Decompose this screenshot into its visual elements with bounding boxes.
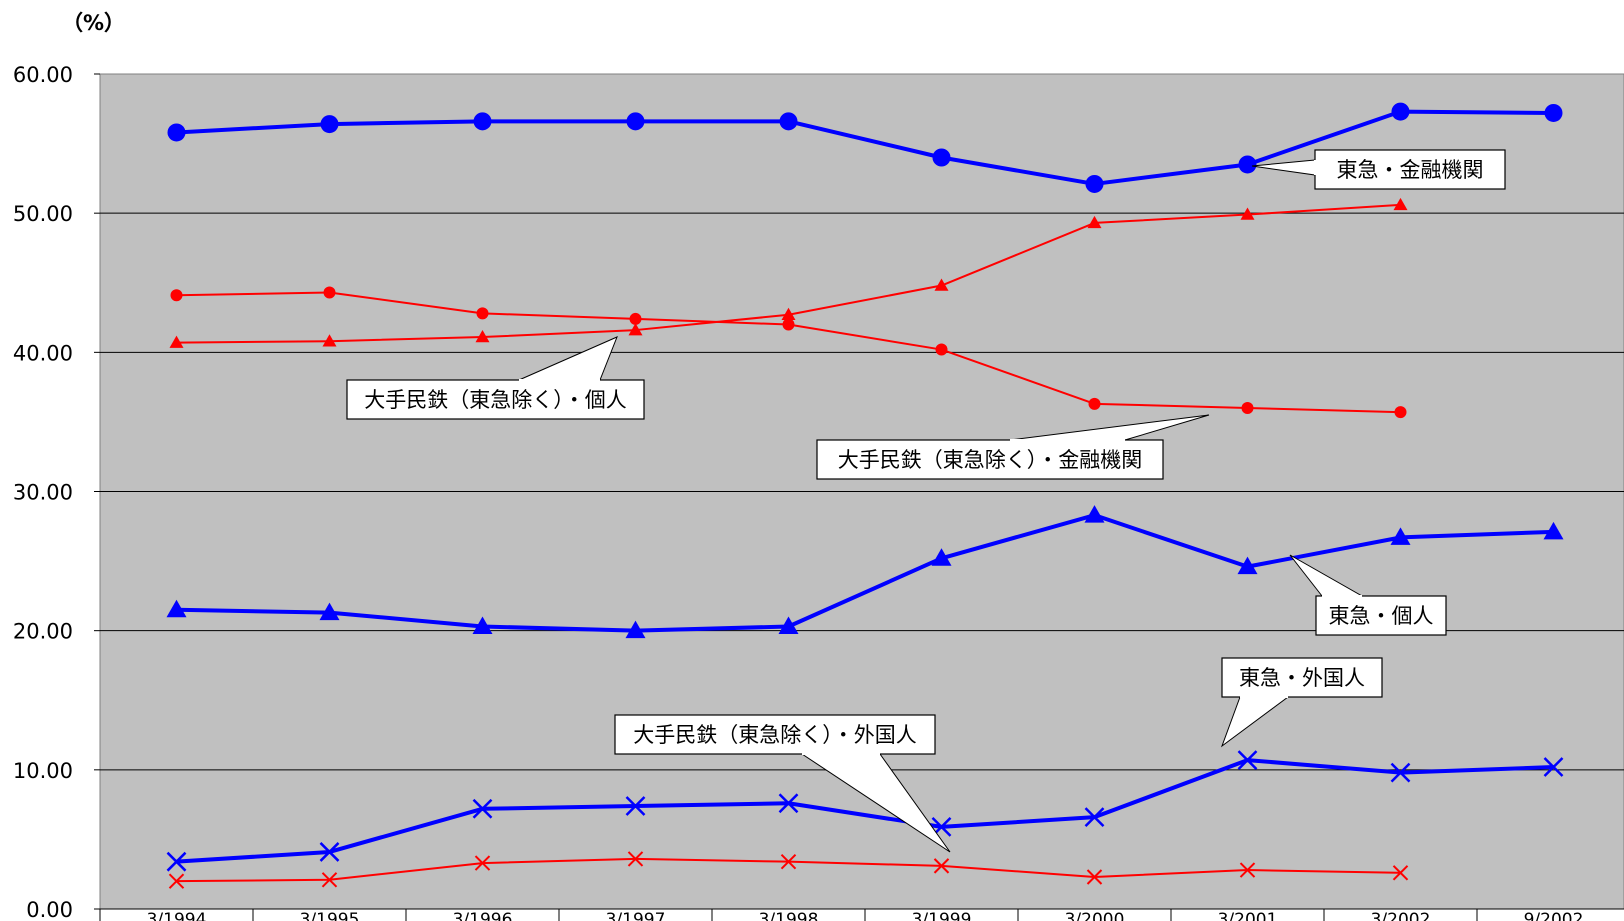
data-point [319, 602, 340, 621]
y-tick-label: 40.00 [13, 341, 73, 365]
data-point [1390, 762, 1411, 783]
data-point [320, 115, 339, 134]
callout: 東急・個人 [1289, 554, 1447, 636]
y-axis-ticks: 0.00 10.00 20.00 30.00 40.00 50.00 60.00 [13, 63, 100, 921]
data-point [1238, 155, 1257, 174]
callout-label: 大手民鉄（東急除く）・外国人 [633, 723, 917, 747]
callout-box [346, 379, 645, 420]
data-point [1084, 505, 1105, 523]
data-point [166, 851, 187, 872]
data-point [1544, 103, 1563, 122]
data-point [1240, 207, 1255, 220]
x-tick-label: 9/2002 [1524, 910, 1584, 921]
y-axis-unit-label: （%） [62, 11, 125, 35]
callout: 東急・金融機関 [1251, 149, 1506, 190]
series-line [176, 109, 1554, 186]
data-point [1237, 556, 1258, 575]
data-point [778, 793, 799, 814]
y-tick-label: 0.00 [26, 898, 73, 921]
callout: 大手民鉄（東急除く）・外国人 [614, 714, 951, 853]
y-tick-label: 50.00 [13, 202, 73, 226]
data-point [1237, 750, 1258, 770]
data-point [322, 334, 337, 347]
series-line [176, 513, 1554, 633]
callout: 東急・外国人 [1220, 657, 1383, 748]
data-point [169, 335, 184, 348]
x-tick-label: 3/1999 [912, 910, 972, 921]
series-line [176, 758, 1554, 864]
x-tick-label: 3/1998 [759, 910, 819, 921]
data-point [1085, 174, 1104, 193]
data-point [1543, 521, 1564, 540]
callout-label: 大手民鉄（東急除く）・金融機関 [838, 448, 1143, 472]
data-point [625, 796, 646, 816]
x-axis-ticks: 3/1994 3/1995 3/1996 3/1997 3/1998 3/1999 3/20… [99, 908, 1624, 921]
data-point [170, 289, 183, 302]
callout-label: 大手民鉄（東急除く）・個人 [364, 388, 627, 412]
data-point [782, 318, 795, 331]
x-tick-label: 3/1995 [300, 910, 360, 921]
callout-box [1221, 657, 1383, 698]
data-point [625, 620, 646, 639]
y-tick-label: 30.00 [13, 481, 73, 505]
data-point [933, 858, 950, 874]
series-group [166, 102, 1564, 889]
data-point [779, 112, 798, 131]
data-point [1086, 869, 1103, 885]
data-point [472, 616, 493, 634]
data-point [780, 853, 797, 870]
data-point [1084, 807, 1105, 828]
callout-label: 東急・個人 [1329, 604, 1434, 628]
callout-box [1315, 595, 1447, 636]
data-point [1392, 865, 1409, 881]
y-tick-label: 20.00 [13, 620, 73, 644]
data-point [629, 312, 642, 325]
data-point [1543, 757, 1564, 777]
data-point [473, 112, 492, 131]
callout-box [816, 439, 1164, 480]
callout-box [614, 714, 936, 755]
x-tick-label: 3/2000 [1065, 910, 1125, 921]
y-tick-label: 10.00 [13, 759, 73, 783]
data-point [168, 873, 185, 889]
data-point [1087, 215, 1102, 229]
callout-label: 東急・外国人 [1239, 666, 1365, 690]
data-point [1241, 402, 1254, 414]
data-point [167, 123, 186, 142]
y-tick-label: 60.00 [13, 63, 73, 87]
data-point [628, 323, 643, 336]
data-point [778, 616, 799, 634]
callout: 大手民鉄（東急除く）・個人 [346, 336, 645, 420]
data-point [932, 148, 951, 167]
callout: 大手民鉄（東急除く）・金融機関 [816, 414, 1210, 480]
data-point [781, 307, 796, 321]
data-point [626, 112, 645, 131]
data-point [321, 872, 338, 888]
data-point [931, 548, 952, 566]
data-point [934, 278, 949, 291]
data-point [323, 286, 336, 299]
data-point [1394, 406, 1407, 419]
data-point [474, 855, 491, 871]
callout-label: 東急・金融機関 [1337, 158, 1484, 182]
data-point [166, 599, 187, 618]
data-point [627, 851, 644, 867]
data-point [1393, 197, 1408, 211]
data-point [1391, 102, 1410, 121]
callout-group: 東急・金融機関大手民鉄（東急除く）・個人大手民鉄（東急除く）・金融機関東急・個人… [346, 149, 1506, 853]
x-tick-label: 3/2001 [1218, 910, 1278, 921]
data-point [1390, 527, 1411, 545]
data-point [475, 330, 490, 343]
data-point [476, 307, 489, 320]
x-tick-label: 3/1994 [147, 910, 207, 921]
data-point [319, 842, 340, 862]
data-point [1088, 397, 1101, 410]
x-tick-label: 3/2002 [1371, 910, 1431, 921]
data-point [1239, 862, 1256, 878]
x-tick-label: 3/1997 [606, 910, 666, 921]
data-point [935, 343, 948, 356]
data-point [472, 798, 493, 819]
x-tick-label: 3/1996 [453, 910, 513, 921]
